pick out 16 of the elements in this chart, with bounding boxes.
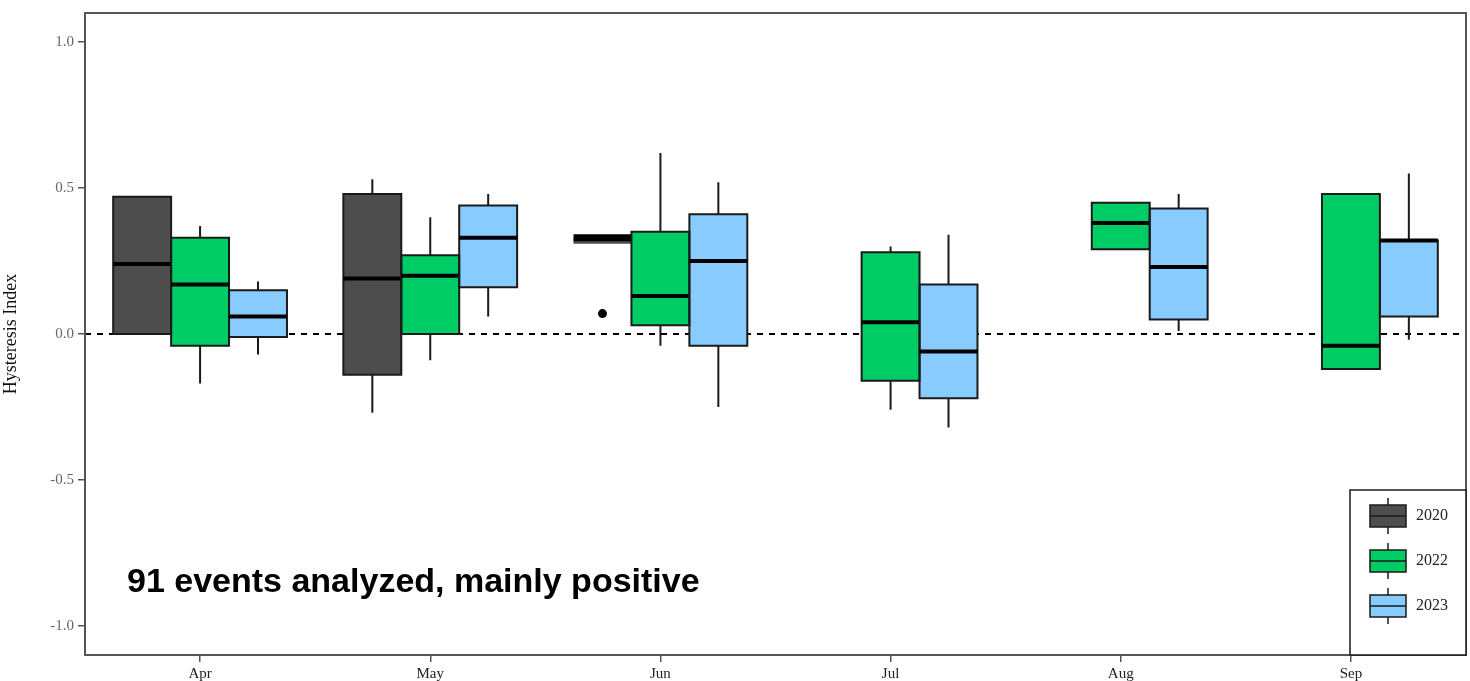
legend-label: 2023	[1416, 596, 1448, 614]
y-tick-label: 0.0	[55, 324, 74, 341]
y-tick-label: 1.0	[55, 33, 74, 50]
x-tick-label: Jun	[649, 664, 672, 681]
x-tick-label: Aug	[1107, 664, 1135, 681]
annotation: 91 events analyzed, mainly positive	[127, 561, 700, 600]
legend-label: 2022	[1416, 551, 1448, 569]
y-axis-title: Hysteresis Index	[0, 273, 20, 395]
x-tick-label: Apr	[188, 664, 212, 681]
y-tick-label: -0.5	[50, 470, 74, 487]
y-tick-label: 0.5	[55, 179, 74, 196]
x-tick-label: Sep	[1339, 664, 1363, 681]
x-tick-label: Jul	[881, 664, 900, 681]
legend-label: 2020	[1416, 506, 1448, 524]
y-tick-label: -1.0	[50, 616, 74, 633]
x-tick-label: May	[416, 664, 445, 681]
